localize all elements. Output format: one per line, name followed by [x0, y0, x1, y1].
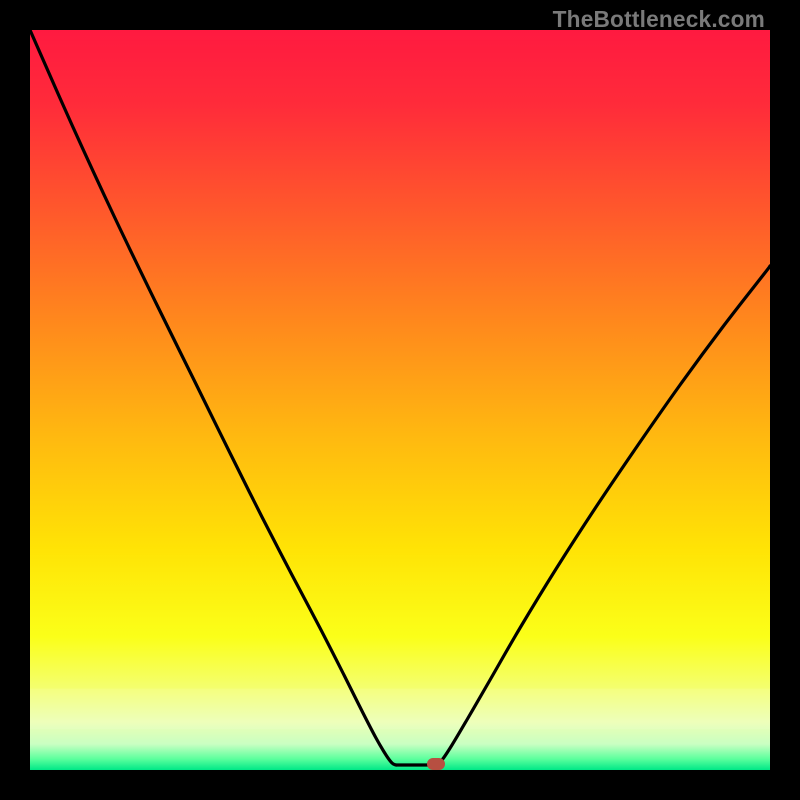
watermark-text: TheBottleneck.com [553, 6, 765, 33]
bottleneck-curve [30, 30, 770, 770]
optimum-marker [425, 756, 447, 770]
plot-area [30, 30, 770, 770]
